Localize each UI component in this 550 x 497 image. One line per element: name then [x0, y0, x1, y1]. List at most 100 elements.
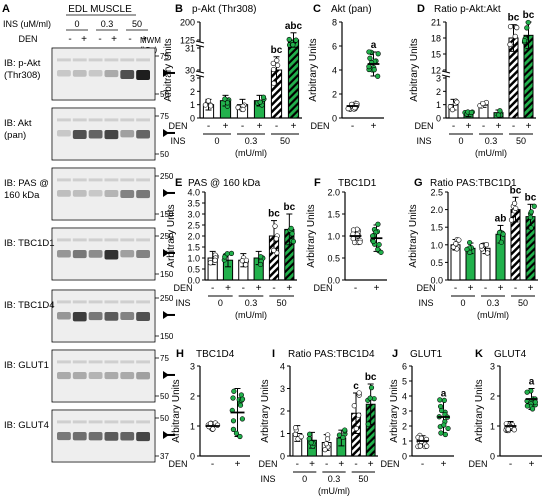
y-tick-label-B: 31	[185, 44, 195, 54]
data-point-I-4	[356, 390, 362, 396]
blot-faint-band-4-3	[104, 300, 119, 304]
data-point-G-2	[483, 242, 490, 248]
data-point-I-4	[351, 403, 357, 409]
den-mark-I-2: -	[325, 459, 328, 470]
blot-marker-top-0: 75	[160, 52, 169, 61]
blot-row-label-2-0: IB: PAS @	[4, 178, 49, 189]
y-tick-label-G: 1.0	[430, 240, 443, 250]
units-label-G: (mU/ml)	[477, 310, 509, 320]
data-point-I-2	[324, 436, 331, 442]
blot-faint-band-4-4	[120, 300, 135, 304]
data-point-D-3	[497, 108, 503, 114]
y-tick-label-E: 1.0	[187, 254, 200, 264]
ylabel-H: Arbitrary Units	[171, 379, 182, 442]
blot-band-1-1	[72, 129, 87, 139]
den-mark-I-3: +	[338, 459, 344, 470]
y-tick-label-C: 8	[332, 18, 337, 28]
y-tick-label-C: 2	[332, 90, 337, 100]
data-point-G-4	[513, 205, 519, 212]
blot-band-2-3	[104, 189, 119, 197]
y-tick-label-F: 0.5	[327, 254, 340, 264]
data-point-G-0	[453, 241, 459, 247]
blot-faint-band-6-4	[120, 420, 135, 424]
blot-den-mark-1: +	[81, 34, 87, 45]
blot-marker-bottom-5: 50	[160, 392, 169, 401]
data-point-D-5	[525, 19, 531, 26]
sig-label-E-5: bc	[283, 202, 295, 213]
y-tick-label-B: 125	[180, 36, 195, 46]
blot-marker-bottom-4: 150	[160, 332, 174, 341]
sig-label-I-4: c	[353, 381, 359, 392]
data-point-E-5	[289, 231, 295, 237]
blot-band-3-3	[104, 249, 119, 260]
y-tick-label-E: 4.0	[187, 188, 200, 198]
units-label-D: (mU/ml)	[475, 148, 507, 158]
data-point-H-1	[230, 395, 236, 401]
blot-faint-band-5-5	[136, 360, 150, 364]
y-tick-label-H: 0	[190, 452, 195, 462]
data-point-H-1	[230, 418, 237, 424]
axis-break-mark-D	[441, 70, 451, 74]
blot-faint-band-2-0	[57, 178, 71, 182]
data-point-G-4	[508, 217, 515, 223]
y-tick-label-I: 4	[280, 362, 285, 372]
blot-faint-band-6-0	[57, 420, 71, 424]
data-point-F-0	[357, 239, 363, 245]
den-mark-H-0: -	[211, 459, 214, 470]
y-tick-label-F: 1.0	[327, 232, 340, 242]
data-point-E-2	[243, 257, 249, 263]
panel-letter-G: G	[414, 177, 423, 189]
blot-band-3-0	[57, 249, 71, 258]
data-point-B-4	[270, 66, 277, 73]
ins-value-E-2: 50	[277, 298, 287, 308]
y-tick-label-E: 3.5	[187, 199, 200, 209]
data-point-E-5	[290, 238, 296, 245]
data-point-F-1	[370, 238, 376, 245]
blot-band-5-1	[72, 371, 87, 380]
blot-marker-bottom-1: 50	[160, 150, 169, 159]
y-tick-label-I: 2	[280, 407, 285, 417]
data-point-C-1	[366, 49, 372, 55]
data-point-B-5	[293, 37, 299, 43]
blot-band-2-0	[57, 189, 71, 197]
ylabel-E: Arbitrary Units	[166, 204, 177, 267]
data-point-D-3	[495, 112, 502, 118]
blot-faint-band-0-5	[136, 58, 150, 62]
den-mark-G-1: +	[468, 283, 474, 294]
ins-value-D-1: 0.3	[485, 136, 498, 146]
sig-label-G-4: bc	[510, 185, 522, 196]
den-mark-B-0: -	[207, 121, 210, 132]
blot-faint-band-2-3	[104, 178, 119, 182]
data-point-E-4	[272, 223, 278, 229]
data-point-B-0	[208, 103, 214, 109]
ins-value-D-2: 50	[516, 136, 526, 146]
blot-ins-value-2: 50	[132, 19, 142, 29]
y-tick-label-G: 1.5	[430, 223, 443, 233]
den-mark-E-0: -	[211, 283, 214, 294]
y-tick-label-J: 6	[402, 362, 407, 372]
blot-den-mark-5: +	[141, 34, 147, 45]
y-tick-label-E: 2.5	[187, 221, 200, 231]
blot-band-6-1	[72, 431, 87, 441]
panel-letter-H: H	[176, 348, 184, 360]
data-point-B-5	[290, 42, 296, 48]
data-point-C-1	[366, 64, 372, 70]
data-point-J-1	[441, 422, 447, 428]
blot-band-0-2	[88, 69, 103, 77]
den-label-D: DEN	[414, 121, 433, 131]
y-tick-label-B: 1	[190, 100, 195, 110]
y-tick-label-D: 15	[431, 50, 441, 60]
ins-value-G-1: 0.3	[487, 298, 500, 308]
blot-faint-band-6-2	[88, 420, 103, 424]
blot-faint-band-0-4	[120, 58, 135, 62]
den-label-G: DEN	[416, 283, 435, 293]
data-point-I-0	[298, 434, 304, 440]
den-mark-E-4: -	[272, 283, 275, 294]
blot-faint-band-2-2	[88, 178, 103, 182]
blot-faint-band-1-1	[72, 118, 87, 122]
data-point-D-1	[468, 109, 474, 116]
sig-label-K-1: a	[529, 377, 535, 388]
den-mark-B-5: +	[291, 121, 297, 132]
data-point-J-1	[445, 425, 451, 432]
